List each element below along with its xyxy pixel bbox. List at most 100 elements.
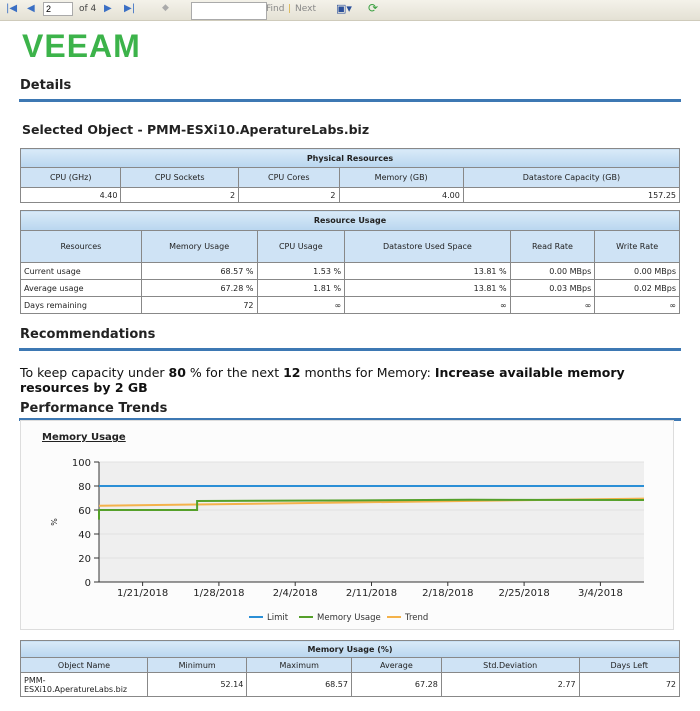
find-input[interactable]: [191, 2, 267, 20]
column-header: Object Name: [20, 657, 148, 673]
legend-label: Memory Usage: [317, 613, 381, 623]
column-header: Minimum: [146, 657, 248, 673]
x-tick-label: 3/4/2018: [578, 588, 623, 599]
column-header: CPU Sockets: [120, 167, 240, 188]
column-header: Datastore Capacity (GB): [462, 167, 681, 188]
threshold: 80: [168, 365, 186, 380]
refresh-icon[interactable]: ⟳: [368, 1, 379, 15]
cell: 67.28 %: [140, 279, 258, 297]
column-header: CPU (GHz): [19, 167, 122, 188]
series-line-memory-usage: [98, 498, 645, 520]
cell: PMM-ESXi10.AperatureLabs.biz: [20, 672, 148, 697]
cell: 2: [120, 187, 240, 203]
performance-trends-heading: Performance Trends: [20, 401, 168, 416]
x-tick-label: 2/18/2018: [422, 588, 473, 599]
cell: 2.77: [440, 672, 580, 697]
column-header: Maximum: [246, 657, 352, 673]
previous-page-icon[interactable]: ◀: [27, 3, 35, 14]
cell: 1.53 %: [256, 262, 346, 280]
table-row: Current usage 68.57 % 1.53 % 13.81 % 0.00 MB…: [20, 262, 680, 280]
table-title: Physical Resources: [20, 148, 680, 168]
column-header: Memory Usage: [140, 230, 258, 263]
page-number-input[interactable]: [43, 2, 73, 16]
x-tick-label: 1/21/2018: [117, 588, 168, 599]
table-row: Days remaining 72 ∞ ∞ ∞ ∞: [20, 296, 680, 314]
column-header: CPU Usage: [256, 230, 346, 263]
cell: ∞: [594, 296, 680, 314]
export-icon[interactable]: ▣▾: [336, 2, 352, 15]
x-tick-label: 2/25/2018: [498, 588, 549, 599]
column-header: Resources: [20, 230, 142, 263]
cell: 72: [140, 296, 258, 314]
report-toolbar: |◀ ◀ of 4 ▶ ▶| ◆ Find | Next ▣▾ ⟳: [0, 0, 700, 21]
y-axis-label: %: [50, 518, 59, 526]
cell: Average usage: [20, 279, 142, 297]
chart-svg: 0 20 40 60 80 100 1/21/2018 1/28/2018 2/4/2018 2/…: [50, 458, 645, 623]
back-to-parent-icon[interactable]: ◆: [162, 3, 169, 13]
y-tick-label: 100: [72, 458, 91, 469]
memory-usage-summary-table: Memory Usage (%) Object Name Minimum Maxim…: [20, 640, 681, 697]
cell: 0.03 MBps: [509, 279, 596, 297]
cell: ∞: [256, 296, 346, 314]
x-tick-label: 1/28/2018: [193, 588, 244, 599]
cell: 1.81 %: [256, 279, 346, 297]
months: 12: [283, 365, 301, 380]
x-tick-label: 2/4/2018: [273, 588, 318, 599]
recommendation-text: To keep capacity under 80 % for the next…: [20, 365, 680, 395]
cell: ∞: [344, 296, 511, 314]
last-page-icon[interactable]: ▶|: [124, 3, 136, 14]
next-page-icon[interactable]: ▶: [104, 3, 112, 14]
next-link[interactable]: Next: [295, 4, 316, 14]
legend-label: Trend: [404, 613, 428, 623]
table-row: Average usage 67.28 % 1.81 % 13.81 % 0.03 MB…: [20, 279, 680, 297]
cell: 52.14: [146, 672, 248, 697]
y-tick-label: 20: [78, 554, 91, 565]
column-header: Std.Deviation: [440, 657, 580, 673]
recommendations-heading: Recommendations: [20, 327, 156, 342]
memory-usage-chart: Memory Usage 0 20 40 60 80 100 1/21/2018 1/28/2…: [20, 420, 674, 630]
page-count: of 4: [79, 4, 97, 14]
legend-label: Limit: [267, 613, 289, 623]
divider: [19, 348, 681, 351]
cell: 72: [578, 672, 681, 697]
resource-usage-table: Resource Usage Resources Memory Usage CPU …: [20, 210, 680, 314]
y-tick-label: 40: [78, 530, 91, 541]
cell: 68.57: [246, 672, 352, 697]
cell: 0.00 MBps: [509, 262, 596, 280]
plot-area: [99, 462, 644, 582]
table-title: Memory Usage (%): [20, 640, 680, 658]
column-header: Write Rate: [594, 230, 680, 263]
veeam-logo: VEEAM: [22, 28, 141, 64]
column-header: CPU Cores: [238, 167, 340, 188]
cell: Days remaining: [20, 296, 142, 314]
first-page-icon[interactable]: |◀: [6, 3, 18, 14]
find-link[interactable]: Find: [266, 4, 285, 14]
cell: ∞: [509, 296, 596, 314]
cell: 4.00: [338, 187, 464, 203]
chart-title: Memory Usage: [42, 432, 126, 443]
cell: 157.25: [462, 187, 681, 203]
selected-object-title: Selected Object - PMM-ESXi10.AperatureLa…: [22, 122, 370, 137]
physical-resources-table: Physical Resources CPU (GHz) CPU Sockets C…: [19, 148, 681, 203]
cell: Current usage: [20, 262, 142, 280]
text: To keep capacity under: [20, 365, 169, 380]
cell: 67.28: [350, 672, 442, 697]
y-tick-label: 0: [85, 578, 91, 589]
text: months for Memory:: [300, 365, 435, 380]
x-tick-label: 2/11/2018: [346, 588, 397, 599]
cell: 2: [238, 187, 340, 203]
divider: [19, 99, 681, 102]
y-tick-label: 80: [78, 482, 91, 493]
cell: 13.81 %: [344, 262, 511, 280]
cell: 0.00 MBps: [594, 262, 680, 280]
column-header: Days Left: [578, 657, 681, 673]
cell: 4.40: [19, 187, 122, 203]
cell: 68.57 %: [140, 262, 258, 280]
table-title: Resource Usage: [20, 210, 680, 231]
cell: 0.02 MBps: [594, 279, 680, 297]
details-heading: Details: [20, 78, 72, 93]
column-header: Memory (GB): [338, 167, 464, 188]
cell: 13.81 %: [344, 279, 511, 297]
y-tick-label: 60: [78, 506, 91, 517]
column-header: Average: [350, 657, 442, 673]
